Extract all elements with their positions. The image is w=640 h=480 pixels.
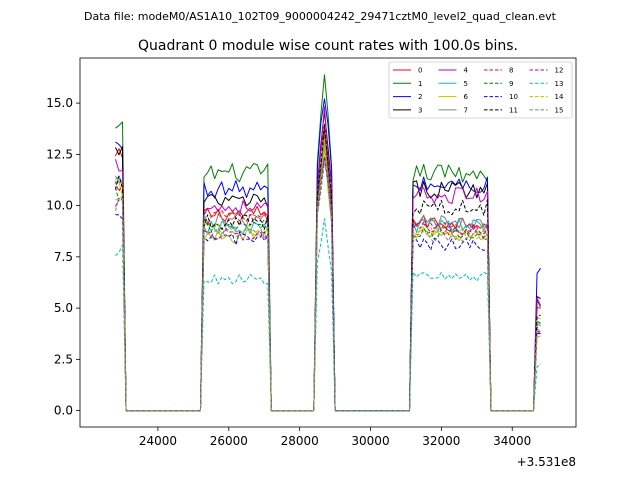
x-offset-label: +3.531e8	[517, 455, 576, 469]
x-tick-label-30000: 30000	[351, 434, 389, 448]
x-tick-label-34000: 34000	[493, 434, 531, 448]
legend-label-10: 10	[509, 93, 518, 101]
chart-title: Quadrant 0 module wise count rates with …	[138, 38, 518, 54]
legend-label-9: 9	[509, 80, 513, 88]
x-tick-label-32000: 32000	[422, 434, 460, 448]
plot-frame	[79, 57, 577, 428]
legend-label-7: 7	[464, 106, 468, 114]
x-axis: 24000 26000 28000 30000 32000 34000	[139, 427, 531, 448]
y-tick-label-3: 7.5	[54, 250, 73, 264]
y-axis: 0.0 2.5 5.0 7.5 10.0 12.5 15.0	[46, 96, 80, 418]
x-tick-label-28000: 28000	[281, 434, 319, 448]
legend-label-13: 13	[555, 80, 564, 88]
legend-label-8: 8	[509, 67, 513, 75]
y-tick-label-6: 15.0	[46, 96, 73, 110]
series-15-line	[114, 161, 541, 412]
legend-label-11: 11	[509, 106, 518, 114]
series-layer	[114, 74, 542, 412]
x-tick-label-26000: 26000	[210, 434, 248, 448]
y-tick-label-4: 10.0	[46, 199, 73, 213]
y-tick-label-5: 12.5	[46, 147, 73, 161]
legend-label-14: 14	[555, 93, 564, 101]
legend-label-5: 5	[464, 80, 468, 88]
y-tick-label-2: 5.0	[54, 301, 73, 315]
legend-label-15: 15	[555, 106, 564, 114]
legend-label-4: 4	[464, 67, 469, 75]
data-file-suptitle: Data file: modeM0/AS1A10_102T09_90000042…	[84, 10, 557, 23]
legend-label-1: 1	[418, 80, 422, 88]
x-tick-label-24000: 24000	[139, 434, 177, 448]
legend-label-6: 6	[464, 93, 469, 101]
legend-label-2: 2	[418, 93, 422, 101]
legend-box	[388, 61, 573, 119]
y-tick-label-0: 0.0	[54, 404, 73, 418]
series-9-line	[114, 128, 541, 412]
legend-label-3: 3	[418, 106, 422, 114]
y-tick-label-1: 2.5	[54, 352, 73, 366]
legend-label-12: 12	[555, 67, 564, 75]
legend-label-0: 0	[418, 67, 422, 75]
